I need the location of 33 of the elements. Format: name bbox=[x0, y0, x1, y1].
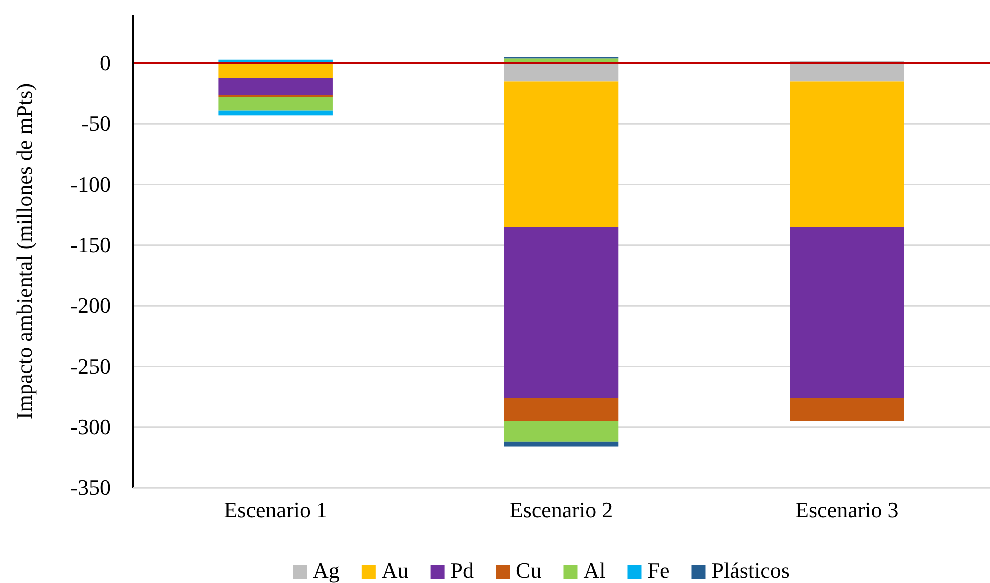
legend-label: Ag bbox=[313, 558, 340, 583]
bar bbox=[790, 64, 904, 82]
bar bbox=[218, 97, 333, 111]
bar bbox=[218, 78, 333, 96]
y-tick-label: -200 bbox=[70, 293, 111, 318]
x-tick-label: Escenario 1 bbox=[224, 498, 328, 523]
y-tick-label: 0 bbox=[100, 50, 111, 76]
bar bbox=[504, 64, 619, 82]
legend-label: Al bbox=[584, 558, 606, 583]
y-tick-label: -350 bbox=[70, 475, 111, 500]
y-tick-label: -150 bbox=[70, 232, 111, 258]
y-tick-label: -300 bbox=[70, 414, 111, 440]
legend-label: Pd bbox=[450, 558, 474, 583]
x-tick-label: Escenario 2 bbox=[510, 498, 614, 523]
bar bbox=[504, 398, 619, 422]
bar bbox=[790, 398, 904, 422]
y-tick-label: -250 bbox=[70, 354, 111, 379]
legend-label: Fe bbox=[648, 558, 670, 583]
bar bbox=[504, 227, 619, 398]
bar bbox=[504, 442, 619, 447]
legend-label: Cu bbox=[516, 558, 542, 583]
y-tick-label: -100 bbox=[70, 172, 111, 197]
legend-label: Plásticos bbox=[712, 558, 790, 583]
bar bbox=[504, 421, 619, 442]
bar bbox=[790, 227, 904, 398]
bar bbox=[218, 64, 333, 78]
bar bbox=[504, 82, 619, 228]
bar bbox=[218, 110, 333, 116]
x-tick-label: Escenario 3 bbox=[796, 498, 899, 523]
y-axis-title: Impacto ambiental (millones de mPts) bbox=[12, 83, 37, 420]
bar bbox=[790, 82, 904, 228]
y-tick-label: -50 bbox=[82, 111, 111, 136]
legend-label: Au bbox=[382, 558, 409, 583]
